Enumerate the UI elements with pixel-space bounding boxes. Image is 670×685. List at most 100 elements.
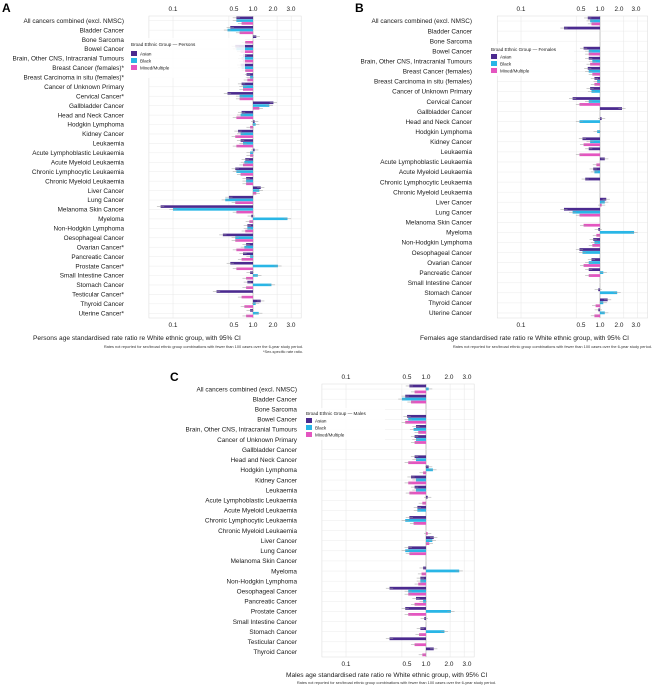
panel-c-bar-black bbox=[405, 549, 426, 553]
panel-c-bar-black bbox=[416, 478, 426, 482]
panel-b-bar-mixed-multiple bbox=[592, 72, 600, 76]
panel-a-legend-black-swatch bbox=[131, 58, 137, 63]
panel-a-bar-mixed-multiple bbox=[235, 201, 253, 204]
panel-a-legend-box bbox=[127, 38, 245, 78]
panel-c-bar-asian bbox=[408, 546, 426, 550]
panel-a-category-label: Uterine Cancer* bbox=[79, 310, 125, 317]
panel-a-bar-black bbox=[243, 142, 253, 145]
panel-a-bar-mixed-multiple bbox=[241, 22, 253, 25]
panel-b-bar-black bbox=[591, 90, 600, 93]
panel-c-bar-asian bbox=[411, 475, 426, 479]
panel-c-category-label: Acute Lymphoblastic Leukaemia bbox=[205, 497, 297, 504]
panel-a-bar-black bbox=[243, 85, 253, 88]
panel-c-category-label: Myeloma bbox=[271, 568, 297, 575]
panel-b-category-label: Oesophageal Cancer bbox=[412, 250, 473, 257]
panel-a-bar-black bbox=[240, 132, 253, 136]
panel-b-category-label: Acute Lymphoblastic Leukaemia bbox=[380, 159, 472, 166]
panel-a-category-label: Hodgkin Lymphoma bbox=[67, 122, 124, 129]
panel-a-bar-black bbox=[235, 236, 253, 239]
panel-b-category-label: Kidney Cancer bbox=[430, 139, 473, 146]
panel-b-category-label: Thyroid Cancer bbox=[428, 300, 473, 307]
panel-c-bar-mixed-multiple bbox=[409, 552, 426, 556]
panel-a-category-label: Non-Hodgkin Lymphoma bbox=[54, 226, 125, 233]
panel-a-bar-black bbox=[253, 104, 270, 107]
panel-c-category-label: Bone Sarcoma bbox=[255, 406, 298, 413]
panel-b-bar-asian bbox=[600, 298, 608, 302]
panel-a-bar-mixed-multiple bbox=[236, 248, 253, 252]
panel-a-category-label: All cancers combined (excl. NMSC) bbox=[23, 18, 124, 25]
panel-b-bar-black bbox=[590, 19, 600, 23]
panel-a-bar-asian bbox=[240, 63, 253, 67]
panel-b-bar-black bbox=[572, 210, 600, 214]
panel-b-legend-mixed: Mixed/Multiple bbox=[500, 69, 530, 74]
panel-a-bar-mixed-multiple bbox=[240, 173, 253, 176]
panel-c-label: C bbox=[170, 370, 179, 384]
panel-b-category-label: Bladder Cancer bbox=[428, 28, 473, 35]
panel-a-category-label: Acute Myeloid Leukaemia bbox=[51, 159, 125, 166]
panel-a-bar-mixed-multiple bbox=[236, 116, 253, 120]
panel-c-bar-asian bbox=[389, 637, 426, 641]
panel-a-bar-black bbox=[225, 198, 253, 202]
panel-b-bar-black bbox=[588, 100, 600, 103]
panel-b-bar-asian bbox=[588, 268, 600, 272]
panel-c-bar-mixed-multiple bbox=[414, 390, 426, 394]
panel-c-category-label: Acute Myeloid Leukaemia bbox=[224, 508, 298, 515]
panel-a-category-label: Breast Cancer (females)* bbox=[52, 65, 124, 72]
panel-c-bar-asian bbox=[426, 647, 434, 651]
panel-c-bar-black bbox=[401, 397, 426, 401]
panel-a-category-label: Ovarian Cancer* bbox=[77, 244, 125, 251]
panel-c-category-label: Oesophageal Cancer bbox=[237, 588, 298, 595]
panel-c-legend-asian: Asian bbox=[315, 419, 327, 424]
panel-b-bar-mixed-multiple bbox=[591, 22, 600, 26]
panel-b-bottom-tick-2: 1.0 bbox=[596, 322, 605, 329]
panel-c-bar-mixed-multiple bbox=[409, 491, 426, 495]
panel-a-bottom-tick-4: 3.0 bbox=[287, 322, 296, 329]
panel-a-bar-black bbox=[244, 245, 253, 249]
panel-c-bar-black bbox=[417, 508, 426, 512]
panel-c-category-label: Small Intestine Cancer bbox=[233, 619, 298, 626]
panel-b-bar-black bbox=[588, 261, 600, 264]
panel-a-category-label: Bone Sarcoma bbox=[82, 37, 125, 44]
panel-a-bar-mixed-multiple bbox=[245, 69, 253, 72]
panel-a-bar-mixed-multiple bbox=[239, 97, 253, 101]
panel-b-bar-black bbox=[590, 140, 600, 144]
panel-c-bar-black bbox=[416, 488, 426, 492]
panel-c-bar-mixed-multiple bbox=[413, 521, 426, 525]
panel-c-category-label: Pancreatic Cancer bbox=[244, 599, 297, 606]
panel-b-bar-asian bbox=[600, 107, 623, 110]
panel-a-label: A bbox=[2, 1, 11, 15]
panel-b-bar-mixed-multiple bbox=[588, 52, 600, 56]
panel-c-bar-mixed-multiple bbox=[418, 582, 426, 586]
panel-c-bar-mixed-multiple bbox=[414, 441, 426, 444]
panel-c-category-label: Testicular Cancer bbox=[248, 639, 298, 646]
panel-a-bar-asian bbox=[241, 82, 253, 86]
panel-a-category-label: Bladder Cancer bbox=[80, 27, 125, 34]
panel-a-category-label: Liver Cancer bbox=[88, 188, 125, 195]
panel-b-bar-asian bbox=[588, 147, 600, 151]
panel-c-bar-asian bbox=[405, 394, 426, 398]
panel-c-category-label: Gallbladder Cancer bbox=[242, 447, 298, 454]
panel-a-bar-mixed-multiple bbox=[245, 40, 253, 44]
panel-c-legend-mixed: Mixed/Multiple bbox=[315, 433, 345, 438]
panel-b-category-label: Bowel Cancer bbox=[432, 48, 473, 55]
panel-c-bar-asian bbox=[417, 505, 426, 509]
panel-b-note: Rates not reported for sex/broad ethnic … bbox=[453, 344, 652, 349]
panel-a-bar-black bbox=[244, 160, 253, 164]
panel-c-bar-black bbox=[416, 458, 426, 462]
panel-c-top-tick-1: 0.5 bbox=[403, 374, 412, 381]
panel-a-bottom-tick-1: 0.5 bbox=[230, 322, 239, 329]
panel-a-bar-asian bbox=[241, 110, 253, 114]
panel-b-category-label: Lung Cancer bbox=[435, 210, 472, 217]
panel-a-legend-title: Broad Ethnic Group — Persons bbox=[131, 42, 196, 47]
panel-a-category-label: Testicular Cancer* bbox=[72, 292, 124, 299]
panel-a-legend-mixed: Mixed/Multiple bbox=[140, 66, 170, 71]
panel-a-bottom-tick-0: 0.1 bbox=[169, 322, 178, 329]
panel-b-legend-asian: Asian bbox=[500, 55, 512, 60]
panel-b-bar-black bbox=[588, 69, 600, 73]
panel-b-bar-black bbox=[592, 59, 600, 63]
panel-b-legend-title: Broad Ethnic Group — Females bbox=[491, 47, 557, 52]
panel-b-bar-asian bbox=[563, 207, 600, 211]
panel-b-category-label: Pancreatic Cancer bbox=[419, 270, 472, 277]
panel-a-bar-mixed-multiple bbox=[236, 210, 253, 214]
panel-b-bar-asian bbox=[572, 97, 600, 100]
